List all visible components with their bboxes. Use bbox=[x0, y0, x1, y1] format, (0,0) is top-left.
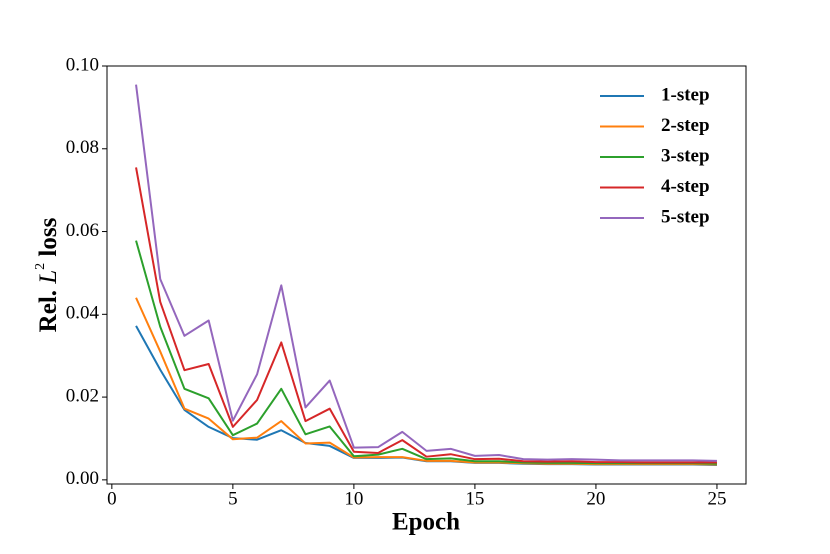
line-series bbox=[135, 240, 717, 465]
y-tick-label: 0.08 bbox=[66, 137, 99, 158]
x-tick-label: 0 bbox=[107, 488, 117, 509]
y-label-superscript: 2 bbox=[33, 263, 48, 270]
y-tick-label: 0.00 bbox=[66, 468, 99, 489]
x-axis-label: Epoch bbox=[392, 509, 460, 536]
line-series bbox=[135, 84, 717, 462]
y-label-text: Rel. bbox=[35, 290, 62, 332]
y-tick-label: 0.02 bbox=[66, 385, 99, 406]
line-series bbox=[135, 325, 717, 466]
x-tick-label: 15 bbox=[465, 488, 484, 509]
legend-label: 4-step bbox=[661, 176, 710, 197]
legend-label: 3-step bbox=[661, 145, 710, 166]
y-tick-label: 0.06 bbox=[66, 220, 99, 241]
legend-label: 2-step bbox=[661, 115, 710, 136]
legend-label: 5-step bbox=[661, 206, 710, 227]
x-tick-label: 5 bbox=[228, 488, 238, 509]
y-tick-label: 0.10 bbox=[66, 54, 99, 75]
plot-frame bbox=[106, 65, 747, 485]
x-tick-label: 10 bbox=[344, 488, 363, 509]
y-axis-label: Rel. L2 loss bbox=[26, 217, 62, 332]
x-tick-label: 25 bbox=[707, 488, 726, 509]
y-label-symbol: L bbox=[35, 270, 62, 285]
x-tick-label: 20 bbox=[586, 488, 605, 509]
y-tick-label: 0.04 bbox=[66, 303, 100, 324]
legend-label: 1-step bbox=[661, 84, 710, 105]
line-series bbox=[135, 167, 717, 464]
y-label-text: loss bbox=[35, 217, 62, 256]
